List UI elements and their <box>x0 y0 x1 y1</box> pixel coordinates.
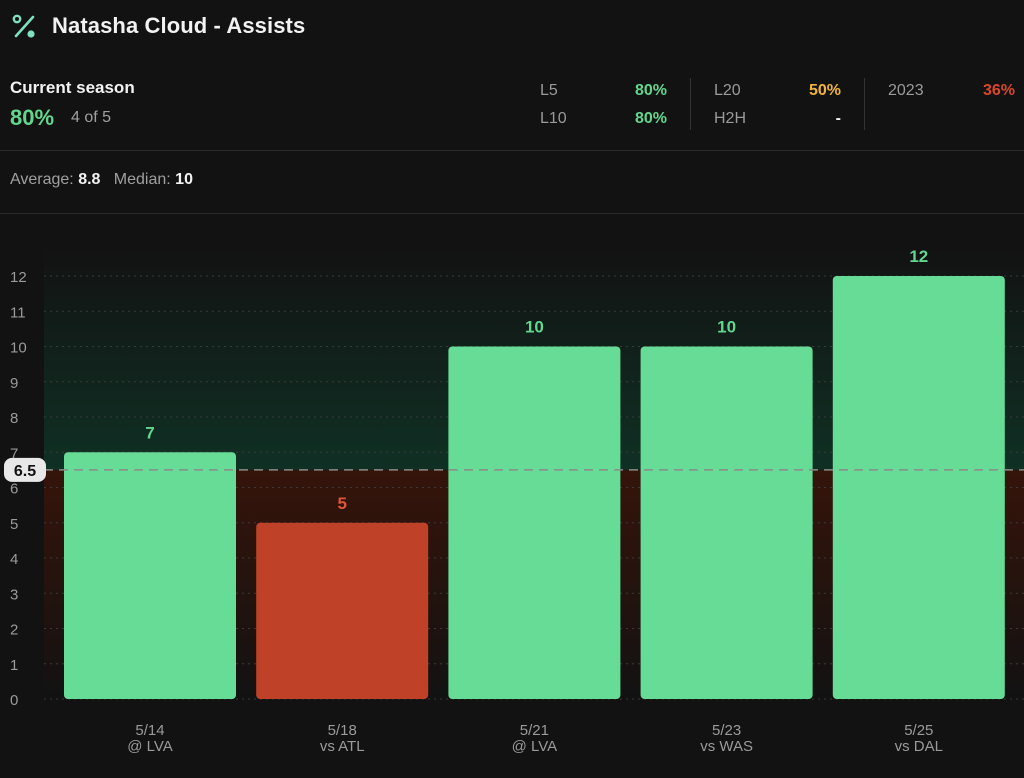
median-value: 10 <box>175 171 193 188</box>
split-h2h-value: - <box>835 110 841 127</box>
bar-value-label: 5 <box>337 494 346 513</box>
season-hit-rate: 80% <box>10 105 55 130</box>
header: Natasha Cloud - Assists <box>0 0 1024 56</box>
bar <box>832 276 1005 699</box>
split-2023-value: 36% <box>982 82 1015 99</box>
assists-chart: 0 1 2 3 4 5 6 7 8 9 10 11 12 7 5 10 10 12 6.5 5/14 @ LVA 5… <box>0 215 1024 773</box>
bar-value-label: 10 <box>717 318 736 337</box>
divider <box>690 78 691 130</box>
bar <box>256 522 429 699</box>
y-tick-label: 10 <box>10 340 27 357</box>
y-tick-label: 8 <box>10 410 18 427</box>
split-h2h-label: H2H <box>714 110 747 127</box>
season-label: Current season <box>10 78 135 97</box>
divider <box>0 213 1024 214</box>
average-label: Average: <box>10 171 74 188</box>
y-tick-label: 4 <box>10 551 18 568</box>
y-tick-label: 7 <box>10 445 18 462</box>
bar <box>64 452 236 699</box>
x-tick-opponent: @ LVA <box>127 738 173 755</box>
y-tick-label: 0 <box>10 692 18 709</box>
x-tick-date: 5/23 <box>712 722 741 739</box>
y-tick-label: 3 <box>10 586 18 603</box>
divider <box>0 150 1024 151</box>
current-season: Current season 80% 4 of 5 <box>10 78 135 130</box>
split-l5-value: 80% <box>634 82 667 99</box>
y-tick-label: 2 <box>10 622 18 639</box>
bar-value-label: 12 <box>909 247 928 266</box>
percent-icon <box>12 14 35 38</box>
bar-value-label: 10 <box>525 318 544 337</box>
bar <box>640 346 813 699</box>
split-2023-label: 2023 <box>888 82 924 99</box>
y-tick-label: 12 <box>10 269 27 286</box>
divider <box>864 78 865 130</box>
y-tick-label: 11 <box>10 304 26 321</box>
median-label: Median: <box>113 171 171 188</box>
season-hit-count: 4 of 5 <box>71 109 112 126</box>
prop-line-badge <box>4 457 46 482</box>
y-tick-label: 1 <box>10 657 18 674</box>
split-l10-label: L10 <box>540 110 567 127</box>
y-tick-label: 9 <box>10 375 18 392</box>
x-tick-opponent: @ LVA <box>512 738 558 755</box>
x-tick-opponent: vs ATL <box>320 738 365 755</box>
page-title: Natasha Cloud - Assists <box>52 13 306 38</box>
split-l20-value: 50% <box>808 82 841 99</box>
average-value: 8.8 <box>78 171 101 188</box>
x-tick-opponent: vs WAS <box>700 738 753 755</box>
x-tick-date: 5/21 <box>520 722 549 739</box>
y-tick-label: 5 <box>10 516 18 533</box>
split-l5-label: L5 <box>540 82 558 99</box>
x-tick-opponent: vs DAL <box>895 738 943 755</box>
summary-row: Average: 8.8 Median: 10 <box>10 171 193 189</box>
x-tick-date: 5/25 <box>904 722 933 739</box>
prop-line-label: 6.5 <box>14 463 36 480</box>
y-tick-label: 6 <box>10 481 18 498</box>
x-tick-date: 5/18 <box>328 722 357 739</box>
x-tick-date: 5/14 <box>135 722 164 739</box>
split-l20-label: L20 <box>714 82 741 99</box>
bar <box>448 346 621 699</box>
split-l10-value: 80% <box>634 110 667 127</box>
bar-value-label: 7 <box>145 423 154 442</box>
